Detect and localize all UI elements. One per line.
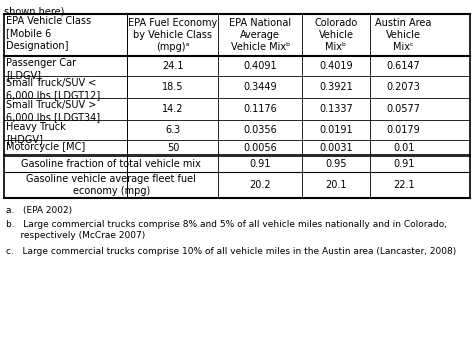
Text: respectively (McCrae 2007): respectively (McCrae 2007) — [6, 231, 145, 240]
Text: 50: 50 — [167, 143, 179, 153]
Text: 0.1337: 0.1337 — [319, 104, 353, 114]
Text: 0.95: 0.95 — [325, 159, 347, 169]
Text: EPA National
Average
Vehicle Mixᵇ: EPA National Average Vehicle Mixᵇ — [229, 18, 292, 53]
Text: Gasoline vehicle average fleet fuel
economy (mpg): Gasoline vehicle average fleet fuel econ… — [26, 174, 196, 196]
Text: 0.4019: 0.4019 — [319, 61, 353, 71]
Text: Austin Area
Vehicle
Mixᶜ: Austin Area Vehicle Mixᶜ — [375, 18, 432, 53]
Text: c.   Large commercial trucks comprise 10% of all vehicle miles in the Austin are: c. Large commercial trucks comprise 10% … — [6, 247, 456, 256]
Text: 6.3: 6.3 — [165, 125, 181, 135]
Text: 0.0191: 0.0191 — [319, 125, 353, 135]
Text: 0.0179: 0.0179 — [387, 125, 420, 135]
Text: shown here).: shown here). — [4, 6, 67, 16]
Text: 0.0031: 0.0031 — [319, 143, 353, 153]
Text: Small Truck/SUV <
6,000 lbs [LDGT12]: Small Truck/SUV < 6,000 lbs [LDGT12] — [6, 78, 100, 100]
Text: 0.0056: 0.0056 — [244, 143, 277, 153]
Text: 0.2073: 0.2073 — [387, 82, 420, 92]
Text: 0.0577: 0.0577 — [387, 104, 420, 114]
Text: 0.3449: 0.3449 — [244, 82, 277, 92]
Text: 0.91: 0.91 — [393, 159, 414, 169]
Text: 0.0356: 0.0356 — [244, 125, 277, 135]
Text: Gasoline fraction of total vehicle mix: Gasoline fraction of total vehicle mix — [21, 159, 201, 169]
Text: Passenger Car
[LDGV]: Passenger Car [LDGV] — [6, 58, 76, 80]
Text: Colorado
Vehicle
Mixᵇ: Colorado Vehicle Mixᵇ — [314, 18, 358, 53]
Text: 24.1: 24.1 — [162, 61, 183, 71]
Text: b.   Large commercial trucks comprise 8% and 5% of all vehicle miles nationally : b. Large commercial trucks comprise 8% a… — [6, 220, 447, 229]
Text: EPA Vehicle Class
[Mobile 6
Designation]: EPA Vehicle Class [Mobile 6 Designation] — [6, 16, 91, 51]
Text: 14.2: 14.2 — [162, 104, 183, 114]
Text: 18.5: 18.5 — [162, 82, 183, 92]
Text: 0.01: 0.01 — [393, 143, 414, 153]
Text: 0.3921: 0.3921 — [319, 82, 353, 92]
Text: 0.4091: 0.4091 — [244, 61, 277, 71]
Text: Motorcycle [MC]: Motorcycle [MC] — [6, 142, 85, 152]
Text: 0.6147: 0.6147 — [387, 61, 420, 71]
Text: 20.2: 20.2 — [249, 180, 271, 190]
Text: Heavy Truck
[HDGV]: Heavy Truck [HDGV] — [6, 122, 66, 144]
Text: a.   (EPA 2002): a. (EPA 2002) — [6, 206, 72, 215]
Text: 0.91: 0.91 — [250, 159, 271, 169]
Text: Small Truck/SUV >
6,000 lbs [LDGT34]: Small Truck/SUV > 6,000 lbs [LDGT34] — [6, 100, 100, 122]
Text: EPA Fuel Economy
by Vehicle Class
(mpg)ᵃ: EPA Fuel Economy by Vehicle Class (mpg)ᵃ — [128, 18, 218, 53]
Text: 0.1176: 0.1176 — [244, 104, 277, 114]
Text: 20.1: 20.1 — [325, 180, 347, 190]
Text: 22.1: 22.1 — [393, 180, 414, 190]
